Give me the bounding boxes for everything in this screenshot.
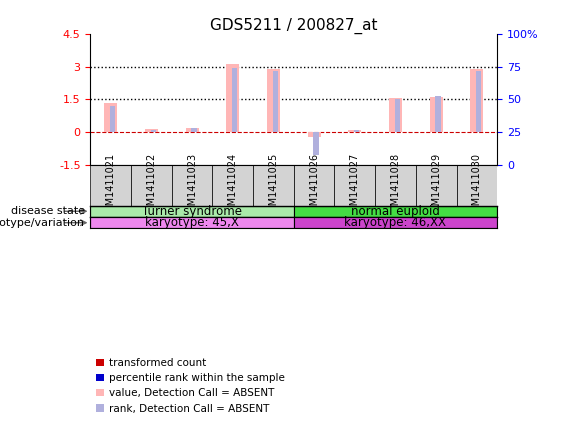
Text: GSM1411023: GSM1411023 xyxy=(187,153,197,218)
Bar xyxy=(294,217,497,228)
Bar xyxy=(457,165,497,206)
Bar xyxy=(232,68,237,132)
Bar xyxy=(90,165,131,206)
Bar xyxy=(429,97,443,132)
Bar xyxy=(314,132,319,155)
Bar xyxy=(294,165,334,206)
Bar xyxy=(90,217,294,228)
Text: normal euploid: normal euploid xyxy=(351,205,440,218)
Bar xyxy=(273,71,278,132)
Text: GSM1411024: GSM1411024 xyxy=(228,153,238,218)
Bar xyxy=(145,129,158,132)
Legend: transformed count, percentile rank within the sample, value, Detection Call = AB: transformed count, percentile rank withi… xyxy=(95,358,285,414)
Bar xyxy=(131,165,172,206)
Bar xyxy=(104,102,118,132)
Text: GSM1411029: GSM1411029 xyxy=(431,153,441,218)
Bar xyxy=(375,165,416,206)
Bar xyxy=(416,165,457,206)
Text: GSM1411026: GSM1411026 xyxy=(309,153,319,218)
Bar xyxy=(192,128,197,132)
Bar xyxy=(110,106,115,132)
Bar xyxy=(253,165,294,206)
Bar xyxy=(185,128,199,132)
Title: GDS5211 / 200827_at: GDS5211 / 200827_at xyxy=(210,18,377,34)
Bar xyxy=(151,130,156,132)
Text: GSM1411021: GSM1411021 xyxy=(106,153,116,218)
Bar xyxy=(470,69,484,132)
Text: GSM1411028: GSM1411028 xyxy=(390,153,401,218)
Text: GSM1411025: GSM1411025 xyxy=(268,152,279,218)
Text: karyotype: 46,XX: karyotype: 46,XX xyxy=(345,216,446,229)
Bar xyxy=(395,99,400,132)
Bar xyxy=(267,69,280,132)
Bar xyxy=(354,130,359,132)
Bar xyxy=(307,132,321,137)
Bar xyxy=(334,165,375,206)
Text: GSM1411022: GSM1411022 xyxy=(146,152,157,218)
Text: genotype/variation: genotype/variation xyxy=(0,218,85,228)
Bar xyxy=(172,165,212,206)
Bar xyxy=(348,130,362,132)
Bar xyxy=(226,64,240,132)
Bar xyxy=(389,98,402,132)
Text: disease state: disease state xyxy=(11,206,85,216)
Bar xyxy=(212,165,253,206)
Bar xyxy=(90,206,294,217)
Text: Turner syndrome: Turner syndrome xyxy=(142,205,242,218)
Text: GSM1411027: GSM1411027 xyxy=(350,152,360,218)
Bar xyxy=(436,96,441,132)
Bar xyxy=(294,206,497,217)
Bar xyxy=(476,71,481,132)
Text: karyotype: 45,X: karyotype: 45,X xyxy=(145,216,239,229)
Text: GSM1411030: GSM1411030 xyxy=(472,153,482,217)
